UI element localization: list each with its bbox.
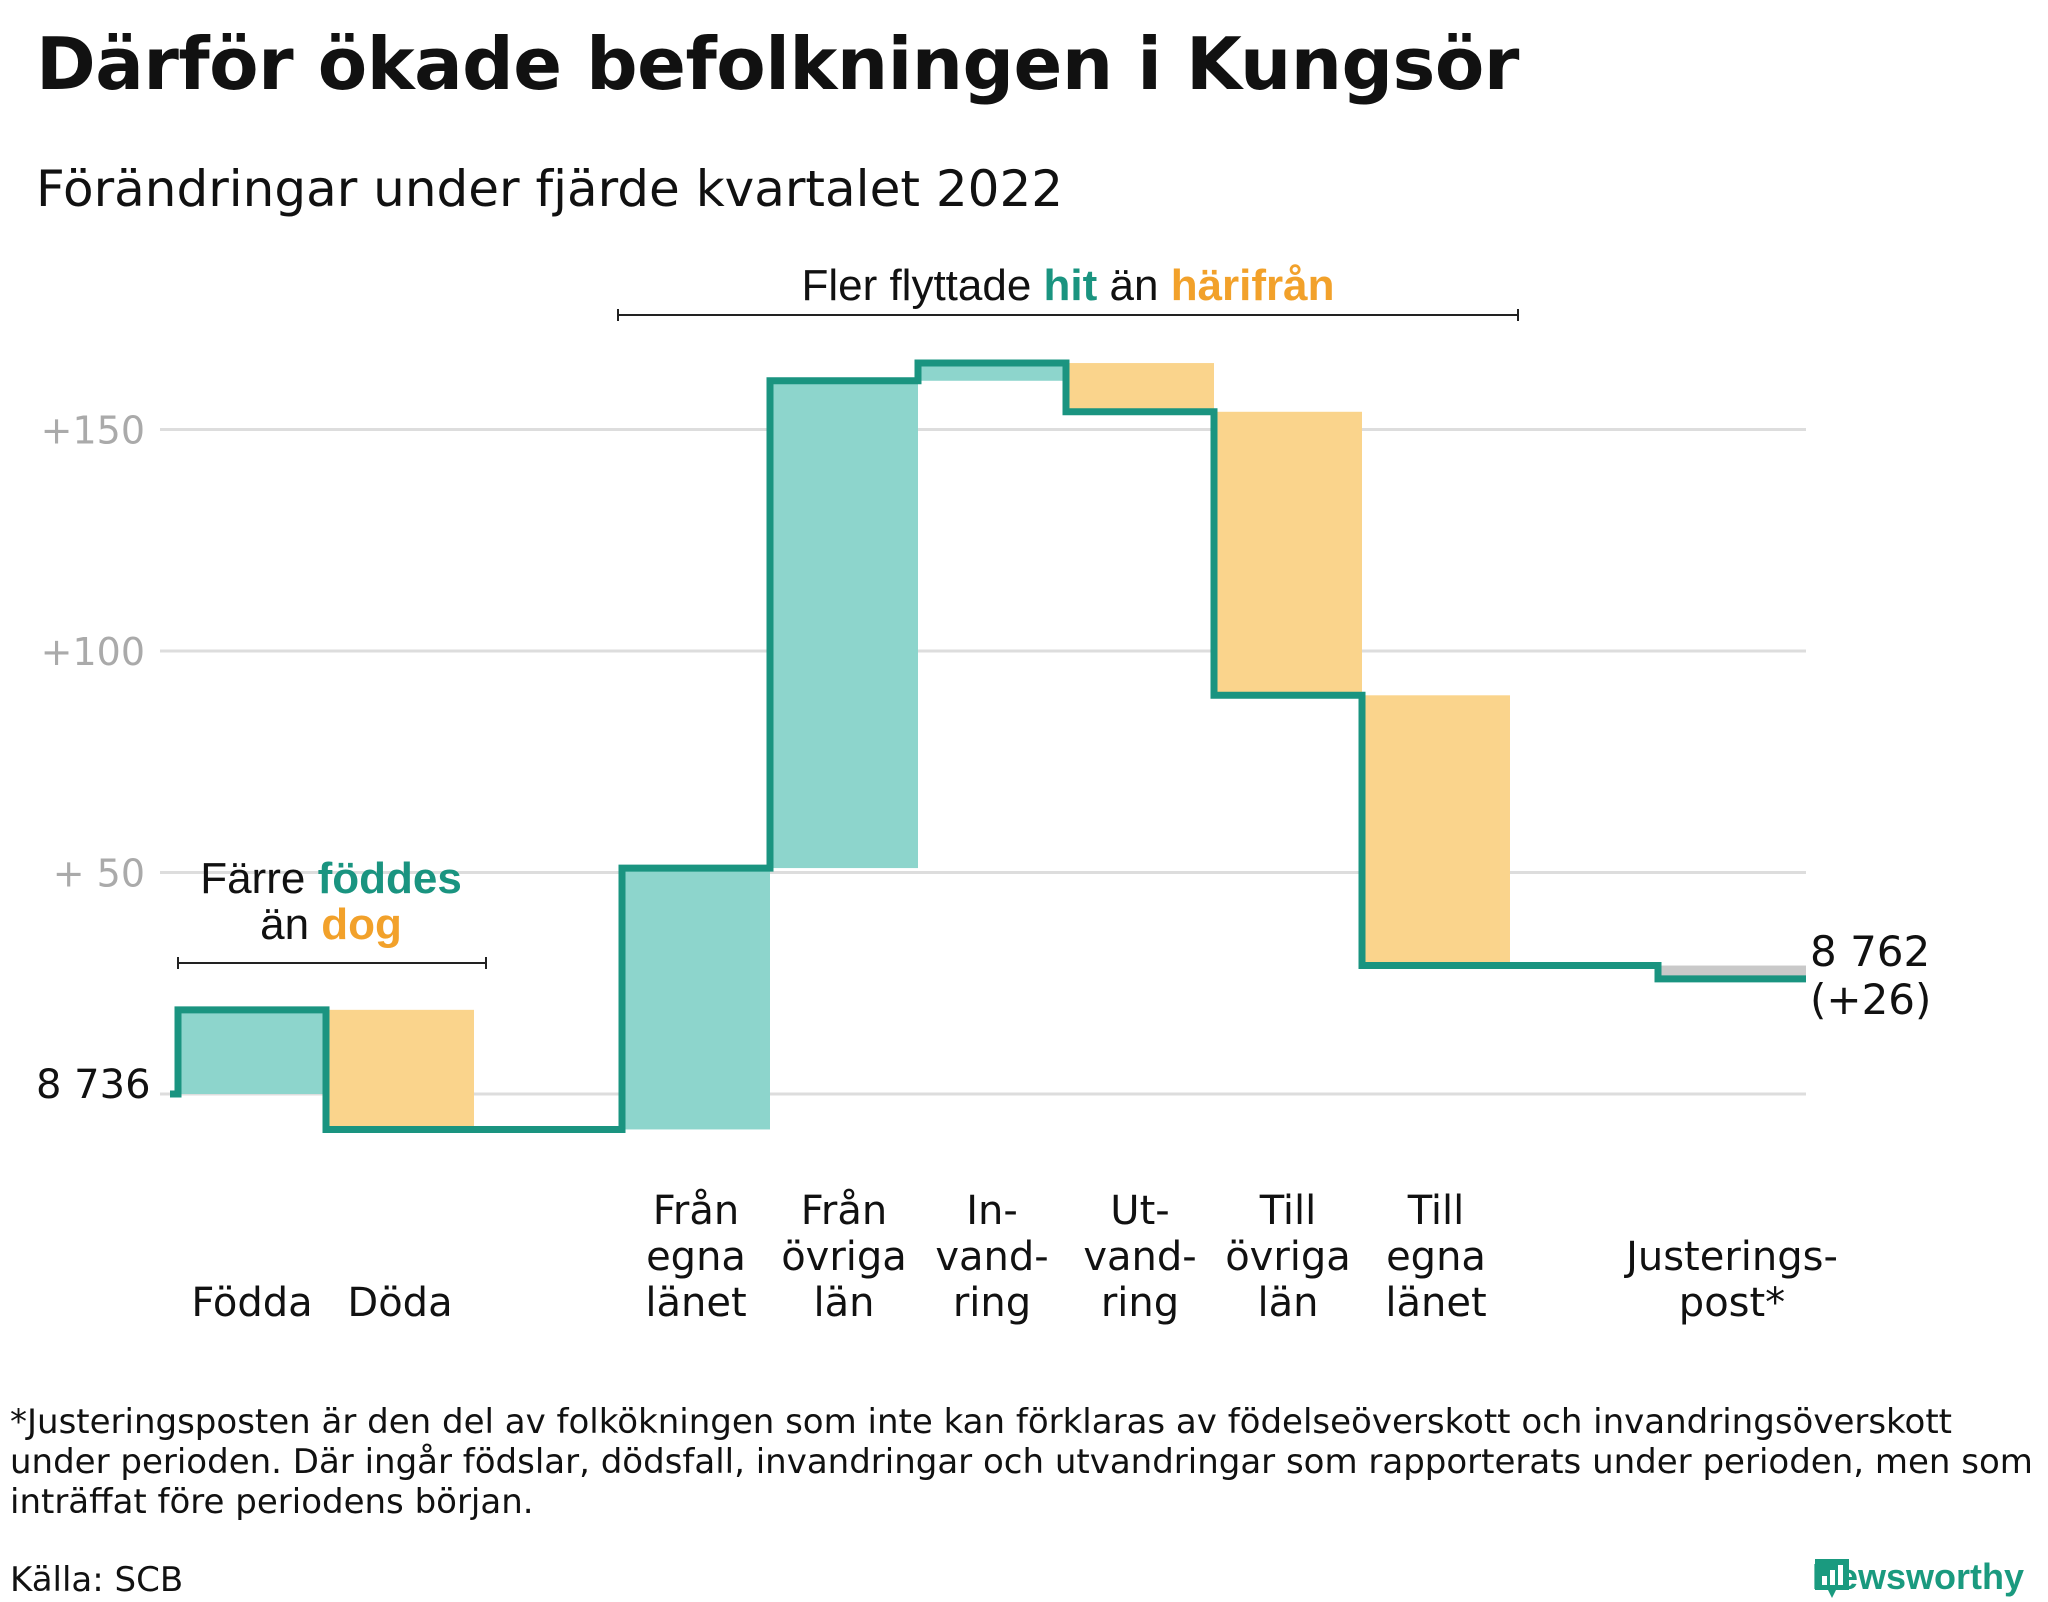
chart-subtitle: Förändringar under fjärde kvartalet 2022: [36, 160, 1064, 218]
category-label: Ut-: [1110, 1188, 1169, 1234]
migration-annotation: Fler flyttade hit än härifrån: [801, 261, 1334, 310]
cumulative-step-line: [170, 359, 1806, 1133]
category-label: Döda: [347, 1280, 452, 1326]
category-label: Till: [1259, 1188, 1317, 1234]
category-label: vand-: [935, 1234, 1048, 1280]
natural-annotation-dog: dog: [321, 900, 402, 949]
natural-annotation-line1: Färre föddes: [200, 854, 462, 903]
end-value-label: 8 762: [1810, 927, 1930, 976]
start-value-label: 8 736: [36, 1062, 151, 1108]
category-label: övriga: [781, 1234, 907, 1280]
category-label: länet: [645, 1280, 746, 1326]
category-label: län: [1258, 1280, 1319, 1326]
category-label: In-: [966, 1188, 1018, 1234]
y-tick-label: +150: [41, 409, 145, 453]
footnote: *Justeringsposten är den del av folkökni…: [10, 1402, 2033, 1522]
bar-negative: [326, 1009, 474, 1130]
migration-annotation-harifran: härifrån: [1171, 261, 1335, 310]
brand-logo[interactable]: Newsworthy: [1812, 1556, 2024, 1598]
category-label: övriga: [1225, 1234, 1351, 1280]
category-label: post*: [1679, 1280, 1785, 1326]
category-label: län: [814, 1280, 875, 1326]
natural-annotation-pre: Färre: [200, 854, 317, 903]
category-label: Justerings-: [1623, 1234, 1838, 1280]
y-tick-label: +100: [41, 630, 145, 674]
category-label: egna: [1386, 1234, 1486, 1280]
newsworthy-logo-icon: [1814, 1559, 1849, 1598]
category-label: egna: [646, 1234, 746, 1280]
end-change-label: (+26): [1810, 975, 1931, 1024]
bar-positive: [178, 1009, 326, 1094]
bar-positive: [770, 380, 918, 869]
y-tick-label: + 50: [53, 852, 145, 896]
bar-negative: [1362, 695, 1510, 966]
natural-annotation-line2: än dog: [260, 900, 402, 949]
category-label: Födda: [191, 1280, 312, 1326]
category-label: Från: [801, 1188, 887, 1234]
natural-annotation-foddes: föddes: [318, 854, 462, 903]
bar-positive: [918, 363, 1066, 381]
bar-negative: [1066, 363, 1214, 412]
category-label: länet: [1385, 1280, 1486, 1326]
category-label: ring: [953, 1280, 1031, 1326]
bar-positive: [622, 868, 770, 1130]
migration-annotation-mid: än: [1097, 261, 1170, 310]
category-label: vand-: [1083, 1234, 1196, 1280]
migration-annotation-pre: Fler flyttade: [801, 261, 1043, 310]
category-label: Till: [1407, 1188, 1465, 1234]
category-label: Från: [653, 1188, 739, 1234]
chart-title: Därför ökade befolkningen i Kungsör: [36, 22, 1519, 106]
category-label: ring: [1101, 1280, 1179, 1326]
source-label: Källa: SCB: [10, 1560, 184, 1600]
natural-annotation-line2-pre: än: [260, 900, 321, 949]
migration-annotation-hit: hit: [1044, 261, 1098, 310]
bar-negative: [1214, 411, 1362, 696]
